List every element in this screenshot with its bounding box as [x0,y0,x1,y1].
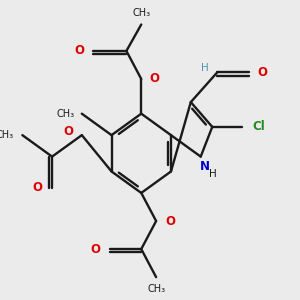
Text: H: H [209,169,217,179]
Text: CH₃: CH₃ [0,130,14,140]
Text: N: N [200,160,210,173]
Text: O: O [64,125,74,138]
Text: H: H [201,63,208,74]
Text: O: O [74,44,84,57]
Text: CH₃: CH₃ [132,8,150,18]
Text: Cl: Cl [252,120,265,134]
Text: O: O [91,243,100,256]
Text: CH₃: CH₃ [56,109,74,119]
Text: O: O [149,73,160,85]
Text: O: O [165,214,176,227]
Text: CH₃: CH₃ [147,284,165,294]
Text: O: O [33,182,43,194]
Text: O: O [258,66,268,79]
